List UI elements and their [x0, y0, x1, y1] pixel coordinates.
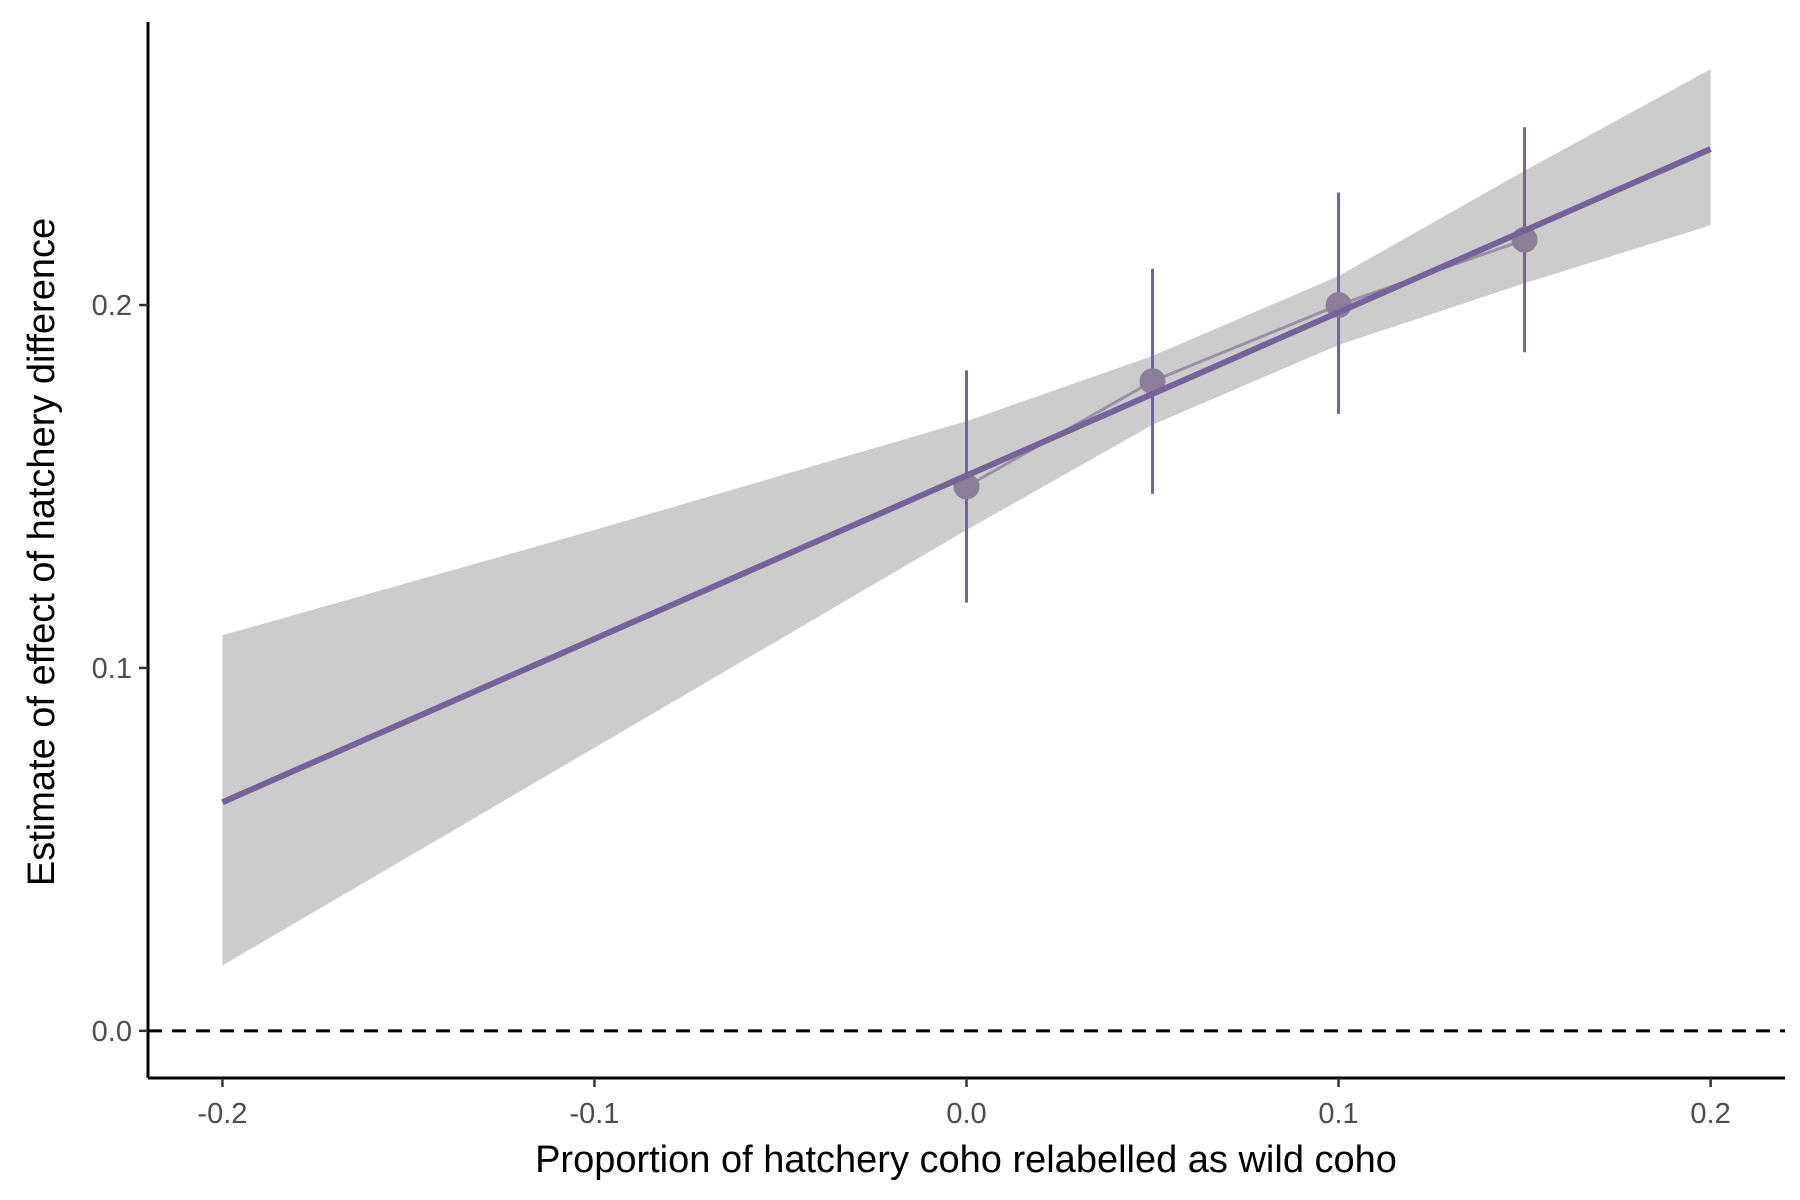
- x-tick-label-3: 0.1: [1318, 1098, 1358, 1130]
- y-axis-title: Estimate of effect of hatchery differenc…: [21, 218, 63, 886]
- fit-line: [221, 146, 1712, 805]
- tick-labels: -0.2 -0.1 0.0 0.1 0.2 0.0 0.1 0.2: [92, 290, 1731, 1130]
- x-axis-title: Proportion of hatchery coho relabelled a…: [535, 1139, 1397, 1181]
- y-tick-label-0: 0.0: [92, 1016, 132, 1048]
- x-tick-label-2: 0.0: [946, 1098, 986, 1130]
- fit-line-layer: [221, 146, 1712, 805]
- data-point-1: [1139, 368, 1166, 395]
- x-tick-label-1: -0.1: [569, 1098, 619, 1130]
- x-tick-label-4: 0.2: [1690, 1098, 1730, 1130]
- y-tick-label-1: 0.1: [92, 653, 132, 685]
- y-tick-label-2: 0.2: [92, 290, 132, 322]
- x-tick-label-0: -0.2: [197, 1098, 247, 1130]
- data-point-layer: [953, 226, 1538, 500]
